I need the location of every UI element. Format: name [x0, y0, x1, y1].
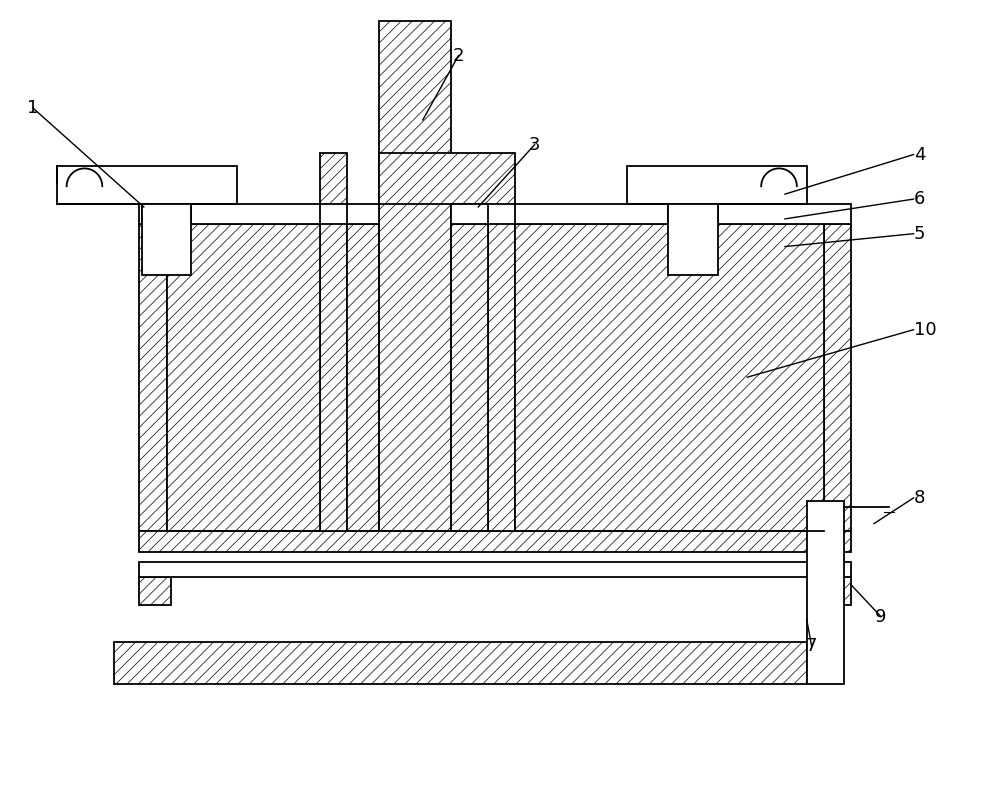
- Bar: [57, 166, 237, 204]
- Text: 7: 7: [806, 637, 817, 656]
- Bar: [347, 204, 379, 224]
- Bar: [320, 224, 347, 530]
- Bar: [807, 501, 844, 684]
- Bar: [668, 204, 718, 275]
- Bar: [139, 562, 851, 577]
- Bar: [718, 204, 851, 224]
- Bar: [139, 577, 171, 604]
- Bar: [515, 224, 824, 530]
- Text: 2: 2: [453, 46, 464, 65]
- Bar: [139, 224, 167, 530]
- Bar: [114, 642, 807, 684]
- Bar: [320, 153, 347, 204]
- Bar: [139, 204, 142, 224]
- Bar: [379, 21, 451, 530]
- Bar: [347, 224, 488, 530]
- Text: 6: 6: [914, 190, 925, 208]
- Text: 4: 4: [914, 146, 925, 164]
- Bar: [139, 530, 851, 552]
- Bar: [824, 224, 851, 530]
- Bar: [142, 204, 191, 275]
- Text: 9: 9: [875, 608, 887, 626]
- Bar: [515, 204, 668, 224]
- Text: 10: 10: [914, 320, 936, 338]
- Text: 3: 3: [529, 135, 540, 153]
- Bar: [488, 224, 515, 530]
- Bar: [627, 166, 807, 204]
- Bar: [379, 153, 515, 204]
- Bar: [167, 224, 320, 530]
- Text: 1: 1: [27, 99, 39, 117]
- Bar: [451, 204, 488, 224]
- Bar: [820, 577, 851, 604]
- Text: 8: 8: [914, 489, 925, 507]
- Text: 5: 5: [914, 225, 925, 242]
- Bar: [191, 204, 320, 224]
